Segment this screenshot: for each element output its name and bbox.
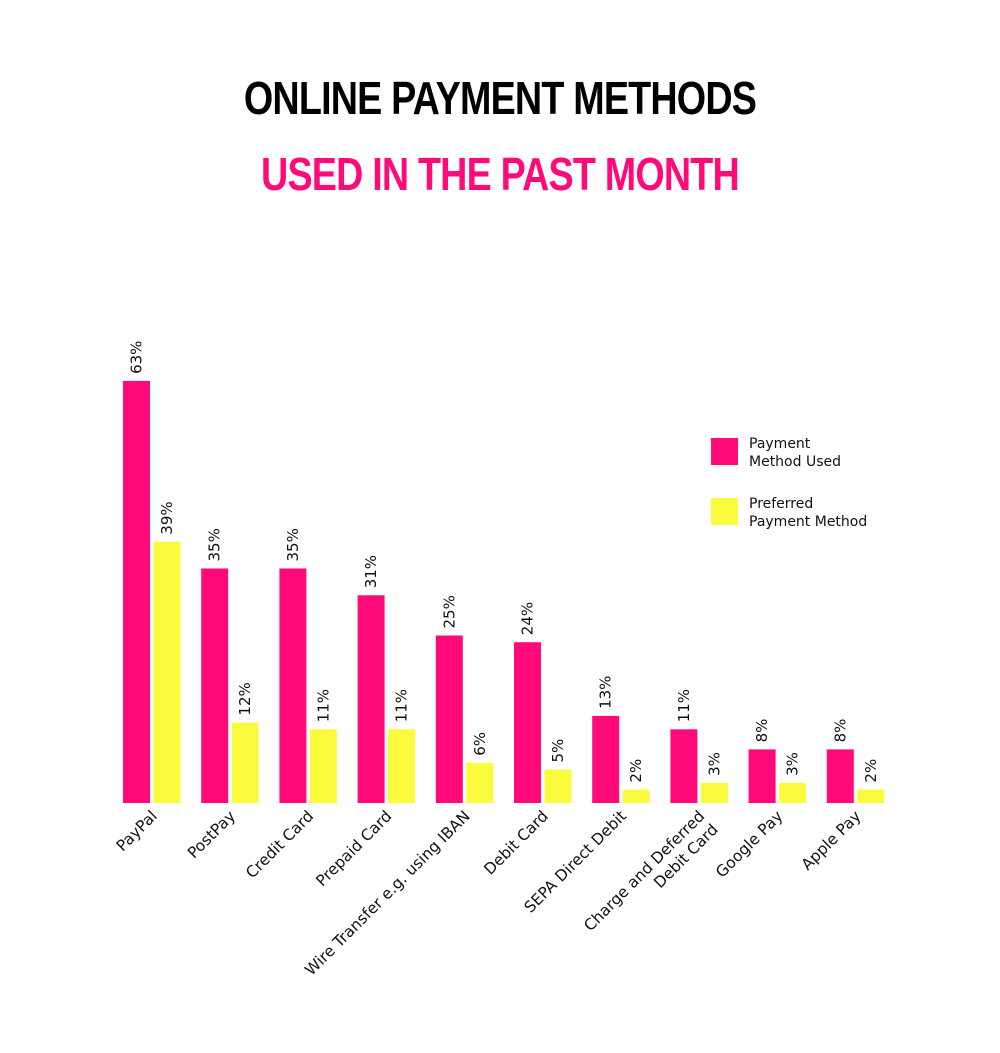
bar-paypal-used bbox=[123, 380, 150, 803]
bar-prepaid-card-used bbox=[357, 595, 385, 803]
legend-label-used: Payment Method Used bbox=[749, 436, 841, 470]
value-label-paypal-preferred: 39% bbox=[158, 501, 176, 534]
bar-prepaid-card-preferred bbox=[388, 729, 416, 803]
bar-postpay-preferred bbox=[231, 722, 259, 803]
bar-charge-and-deferred-debit-card-used bbox=[670, 729, 698, 803]
bar-apple-pay-preferred bbox=[857, 789, 885, 803]
bar-sepa-direct-debit-used bbox=[592, 715, 620, 803]
value-label-credit-card-preferred: 11% bbox=[314, 689, 332, 722]
value-label-apple-pay-used: 8% bbox=[831, 719, 849, 743]
bar-apple-pay-used bbox=[826, 749, 854, 803]
bar-credit-card-used bbox=[279, 568, 307, 803]
bar-wire-transfer-e-g-using-iban-preferred bbox=[466, 762, 494, 803]
value-label-paypal-used: 63% bbox=[128, 341, 146, 374]
value-label-prepaid-card-used: 31% bbox=[362, 555, 380, 588]
bar-debit-card-used bbox=[514, 642, 541, 803]
value-label-apple-pay-preferred: 2% bbox=[862, 759, 880, 783]
bar-postpay-used bbox=[201, 568, 229, 803]
value-label-charge-and-deferred-debit-card-preferred: 3% bbox=[705, 752, 723, 776]
bar-charge-and-deferred-debit-card-preferred bbox=[700, 782, 728, 803]
value-label-debit-card-used: 24% bbox=[519, 602, 537, 635]
category-label-apple-pay: Apple Pay bbox=[798, 807, 865, 874]
value-label-prepaid-card-preferred: 11% bbox=[393, 689, 411, 722]
legend-label-preferred: Preferred Payment Method bbox=[749, 496, 867, 530]
value-label-google-pay-used: 8% bbox=[753, 719, 771, 743]
bar-paypal-preferred bbox=[153, 541, 181, 803]
value-label-wire-transfer-e-g-using-iban-used: 25% bbox=[440, 595, 458, 628]
legend-swatch-preferred bbox=[711, 498, 738, 525]
bar-credit-card-preferred bbox=[309, 729, 337, 803]
bar-wire-transfer-e-g-using-iban-used bbox=[435, 635, 463, 803]
value-label-sepa-direct-debit-preferred: 2% bbox=[627, 759, 645, 783]
bar-debit-card-preferred bbox=[544, 769, 572, 803]
category-label-debit-card: Debit Card bbox=[480, 807, 551, 878]
category-label-postpay: PostPay bbox=[184, 807, 239, 862]
value-label-postpay-used: 35% bbox=[206, 528, 224, 561]
value-label-postpay-preferred: 12% bbox=[236, 682, 254, 715]
bar-sepa-direct-debit-preferred bbox=[622, 789, 650, 803]
legend-swatch-used bbox=[711, 438, 738, 465]
value-label-sepa-direct-debit-used: 13% bbox=[597, 676, 615, 709]
chart-title-line-1: ONLINE PAYMENT METHODS bbox=[243, 72, 757, 124]
legend: Payment Method Used Preferred Payment Metho… bbox=[711, 436, 867, 530]
chart-title-line-2: USED IN THE PAST MONTH bbox=[261, 148, 740, 200]
value-label-credit-card-used: 35% bbox=[284, 528, 302, 561]
category-label-credit-card: Credit Card bbox=[242, 807, 317, 882]
value-label-wire-transfer-e-g-using-iban-preferred: 6% bbox=[471, 732, 489, 756]
value-label-charge-and-deferred-debit-card-used: 11% bbox=[675, 689, 693, 722]
value-label-google-pay-preferred: 3% bbox=[784, 752, 802, 776]
bar-google-pay-preferred bbox=[779, 782, 807, 803]
value-label-debit-card-preferred: 5% bbox=[549, 739, 567, 763]
bar-google-pay-used bbox=[748, 749, 776, 803]
category-label-paypal: PayPal bbox=[113, 807, 161, 855]
bars-group bbox=[123, 380, 885, 803]
category-label-google-pay: Google Pay bbox=[712, 807, 786, 881]
category-label-wire-transfer-e-g-using-iban: Wire Transfer e.g. using IBAN bbox=[302, 807, 474, 979]
category-label-prepaid-card: Prepaid Card bbox=[312, 807, 395, 890]
value-labels-group: 63% 39% 35% 12% 35% 11% 31% 11% 25% 6% 24% 5% 13% 2% 1… bbox=[128, 341, 880, 783]
